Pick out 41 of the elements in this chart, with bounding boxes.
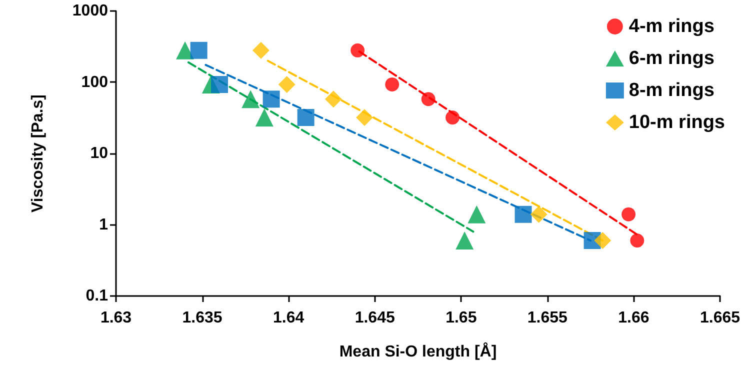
y-tick-label: 1 — [99, 216, 108, 234]
point — [176, 41, 194, 60]
legend-label: 4-m rings — [628, 16, 714, 37]
point — [421, 92, 436, 106]
legend-label: 6-m rings — [628, 48, 714, 69]
point — [530, 206, 548, 223]
point — [385, 78, 400, 92]
legend-label: 10-m rings — [628, 112, 726, 133]
x-tick-label: 1.635 — [182, 310, 222, 326]
point — [278, 76, 296, 93]
x-tick-label: 1.64 — [273, 310, 304, 326]
point — [594, 232, 612, 250]
point — [255, 108, 274, 127]
point — [468, 205, 486, 224]
y-tick-label: 100 — [81, 74, 108, 91]
point — [262, 90, 280, 108]
point — [190, 42, 208, 59]
y-axis-title: Viscosity [Pa.s] — [30, 94, 46, 212]
point — [242, 90, 260, 108]
x-tick-label: 1.655 — [527, 310, 568, 326]
point — [514, 206, 532, 223]
y-tick-label: 0.1 — [86, 288, 108, 304]
legend-label: 8-m rings — [628, 80, 714, 101]
point — [630, 234, 644, 248]
x-tick-label: 1.645 — [354, 310, 395, 326]
point — [350, 43, 365, 58]
point — [252, 42, 270, 59]
point — [297, 109, 314, 126]
point — [446, 110, 460, 125]
point — [356, 109, 374, 126]
y-tick-label: 10 — [90, 145, 108, 162]
x-axis-title: Mean Si-O length [Å] — [339, 342, 497, 360]
point — [622, 207, 636, 222]
point — [324, 90, 342, 108]
point — [456, 232, 474, 250]
point — [211, 76, 228, 93]
x-tick-label: 1.66 — [618, 310, 650, 326]
x-tick-label: 1.63 — [100, 310, 132, 326]
x-tick-label: 1.665 — [700, 310, 740, 326]
x-tick-label: 1.65 — [446, 310, 477, 326]
y-tick-label: 1000 — [72, 2, 108, 20]
